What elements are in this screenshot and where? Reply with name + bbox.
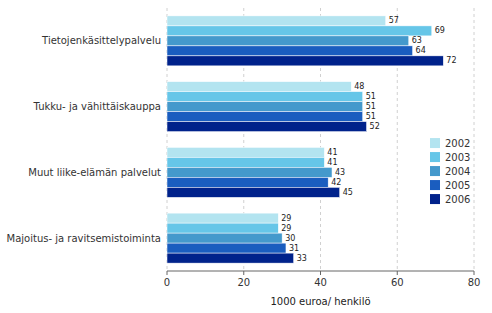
x-tick-label: 60 — [391, 277, 404, 288]
bar — [167, 187, 340, 197]
x-tick — [474, 271, 475, 275]
bar — [167, 112, 363, 122]
bar — [167, 243, 286, 253]
bar — [167, 213, 278, 223]
bar — [167, 157, 324, 167]
grid — [167, 8, 474, 271]
chart-svg: 57 48 41 29 69 51 41 29 63 51 43 30 64 51 42 31 72 52 45 33… — [0, 0, 492, 313]
data-label: 29 — [281, 224, 291, 233]
data-label: 51 — [366, 102, 376, 111]
data-label: 45 — [343, 188, 353, 197]
data-label: 52 — [370, 122, 380, 131]
legend-label: 2004 — [445, 166, 470, 177]
data-label: 43 — [335, 168, 345, 177]
data-label: 57 — [389, 16, 399, 25]
grid-line — [474, 8, 475, 271]
bar — [167, 92, 363, 102]
bar — [167, 122, 367, 132]
legend-label: 2002 — [445, 138, 470, 149]
x-tick — [243, 271, 244, 275]
data-label: 63 — [412, 36, 422, 45]
bar — [167, 147, 324, 157]
y-axis: Tietojenkäsittelypalvelu Tukku- ja vähitt… — [7, 35, 162, 243]
category-label: Tukku- ja vähittäiskauppa — [33, 101, 161, 112]
x-tick-label: 0 — [164, 277, 170, 288]
data-label: 51 — [366, 92, 376, 101]
legend: 2002 2003 2004 2005 2006 — [430, 138, 470, 205]
category-label: Tietojenkäsittelypalvelu — [41, 35, 161, 46]
bar — [167, 56, 443, 66]
legend-swatch — [430, 180, 440, 190]
bar — [167, 223, 278, 233]
x-axis-label: 1000 euroa/ henkilö — [270, 296, 370, 307]
data-label: 42 — [331, 178, 341, 187]
data-label: 48 — [354, 82, 364, 91]
bar — [167, 233, 282, 243]
legend-label: 2006 — [445, 194, 470, 205]
data-labels: 57 48 41 29 69 51 41 29 63 51 43 30 64 51 42 31 72 52 45 33 — [281, 16, 456, 262]
legend-swatch — [430, 152, 440, 162]
chart-container: 57 48 41 29 69 51 41 29 63 51 43 30 64 51 42 31 72 52 45 33… — [0, 0, 492, 313]
bars — [167, 16, 443, 263]
data-label: 51 — [366, 112, 376, 121]
data-label: 41 — [327, 148, 337, 157]
legend-swatch — [430, 138, 440, 148]
data-label: 69 — [435, 26, 445, 35]
bar — [167, 102, 363, 112]
data-label: 72 — [446, 56, 456, 65]
category-label: Muut liike-elämän palvelut — [28, 167, 161, 178]
data-label: 29 — [281, 214, 291, 223]
x-tick — [167, 271, 168, 275]
x-tick — [397, 271, 398, 275]
bar — [167, 167, 332, 177]
bar — [167, 46, 413, 56]
legend-label: 2005 — [445, 180, 470, 191]
bar — [167, 253, 294, 263]
bar — [167, 16, 386, 26]
category-label: Majoitus- ja ravitsemistoiminta — [7, 233, 161, 244]
data-label: 64 — [416, 46, 426, 55]
bar — [167, 177, 328, 187]
data-label: 30 — [285, 234, 295, 243]
x-tick-label: 80 — [468, 277, 481, 288]
bar — [167, 36, 409, 46]
bar — [167, 82, 351, 92]
bar — [167, 26, 432, 36]
x-axis: 0 20 40 60 80 — [164, 271, 481, 288]
legend-swatch — [430, 166, 440, 176]
x-tick-label: 20 — [237, 277, 250, 288]
x-tick — [320, 271, 321, 275]
x-tick-label: 40 — [314, 277, 327, 288]
data-label: 33 — [297, 254, 307, 263]
legend-label: 2003 — [445, 152, 470, 163]
data-label: 31 — [289, 244, 299, 253]
data-label: 41 — [327, 158, 337, 167]
legend-swatch — [430, 194, 440, 204]
